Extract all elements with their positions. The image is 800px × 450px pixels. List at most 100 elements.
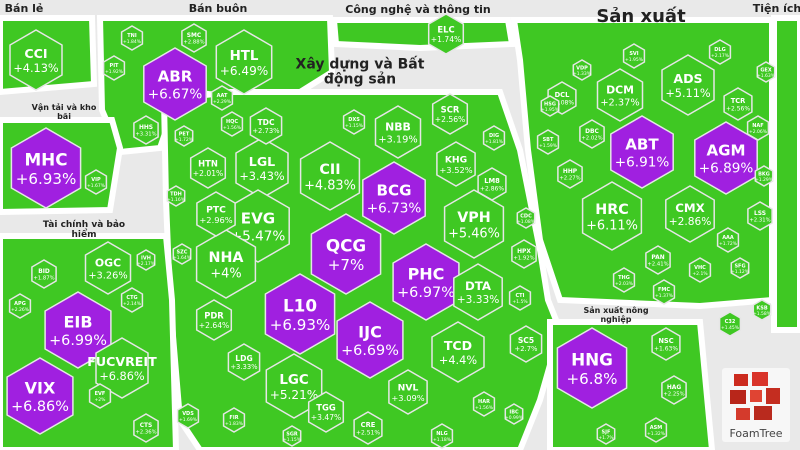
stock-cell-cts[interactable]: CTS+2.36% (133, 413, 159, 443)
stock-cell-nbb[interactable]: NBB+3.19% (374, 105, 422, 159)
stock-cell-nsc[interactable]: NSC+1.63% (651, 327, 681, 361)
stock-cell-shape[interactable] (430, 423, 454, 449)
stock-cell-tni[interactable]: TNI+1.84% (120, 25, 144, 51)
stock-cell-ibc[interactable]: IBC+0.99% (504, 403, 524, 425)
stock-cell-lm8[interactable]: LM8+2.86% (477, 167, 507, 201)
stock-cell-shape[interactable] (102, 55, 126, 81)
stock-cell-shape[interactable] (31, 259, 57, 289)
stock-cell-shape[interactable] (392, 243, 460, 321)
stock-cell-shape[interactable] (443, 189, 505, 259)
stock-cell-shape[interactable] (431, 321, 485, 383)
stock-cell-bid[interactable]: BID+1.87% (31, 259, 57, 289)
stock-cell-svi[interactable]: SVI+1.95% (622, 43, 646, 69)
stock-cell-shape[interactable] (264, 273, 336, 355)
stock-cell-shape[interactable] (133, 413, 159, 443)
stock-cell-shape[interactable] (665, 185, 715, 243)
stock-cell-bkg[interactable]: BKG+1.29% (754, 165, 774, 187)
stock-cell-shape[interactable] (747, 201, 773, 231)
stock-cell-shape[interactable] (174, 125, 194, 147)
stock-cell-bcg[interactable]: BCG+6.73% (362, 161, 426, 235)
stock-cell-pan[interactable]: PAN+2.41% (645, 245, 671, 275)
stock-cell-abt[interactable]: ABT+6.91% (610, 115, 674, 189)
stock-cell-shape[interactable] (557, 159, 583, 189)
stock-cell-shape[interactable] (166, 185, 186, 207)
stock-cell-shape[interactable] (189, 147, 227, 189)
stock-cell-shape[interactable] (427, 13, 465, 55)
stock-cell-qcg[interactable]: QCG+7% (310, 213, 382, 295)
stock-cell-shape[interactable] (504, 403, 524, 425)
stock-cell-shape[interactable] (431, 93, 469, 135)
stock-cell-ksb[interactable]: KSB+1.58% (752, 299, 772, 321)
stock-cell-dta[interactable]: DTA+3.33% (453, 263, 503, 321)
stock-cell-shape[interactable] (310, 213, 382, 295)
stock-cell-shape[interactable] (756, 61, 776, 83)
stock-cell-tgg[interactable]: TGG+3.47% (307, 391, 345, 433)
stock-cell-shape[interactable] (453, 263, 503, 321)
stock-cell-shape[interactable] (477, 167, 507, 201)
stock-cell-shape[interactable] (718, 311, 742, 337)
stock-cell-shape[interactable] (716, 227, 740, 253)
stock-cell-shape[interactable] (536, 129, 560, 155)
stock-cell-naf[interactable]: NAF+2.06% (746, 115, 770, 141)
stock-cell-shape[interactable] (10, 127, 82, 209)
stock-cell-shape[interactable] (120, 25, 144, 51)
stock-cell-shape[interactable] (222, 407, 246, 433)
stock-cell-hhs[interactable]: HHS+3.31% (133, 115, 159, 145)
stock-cell-dlg[interactable]: DLG+2.17% (708, 39, 732, 65)
stock-cell-pdr[interactable]: PDR+2.64% (195, 299, 233, 341)
stock-cell-sc5[interactable]: SC5+2.7% (509, 325, 543, 363)
stock-cell-hqc[interactable]: HQC+1.56% (220, 111, 244, 137)
stock-cell-shape[interactable] (472, 391, 496, 417)
stock-cell-shape[interactable] (44, 291, 112, 369)
stock-cell-cti[interactable]: CTI+1.5% (508, 285, 532, 311)
stock-cell-ijc[interactable]: IJC+6.69% (336, 301, 404, 379)
stock-cell-vdp[interactable]: VDP+1.33% (572, 59, 592, 81)
stock-cell-shape[interactable] (210, 85, 234, 111)
stock-cell-evf[interactable]: EVF+2% (88, 383, 112, 409)
stock-cell-shape[interactable] (95, 337, 149, 399)
stock-cell-smc[interactable]: SMC+2.88% (181, 23, 207, 53)
stock-cell-tcd[interactable]: TCD+4.4% (431, 321, 485, 383)
stock-cell-sgr[interactable]: SGR+1.15% (282, 425, 302, 447)
stock-cell-cci[interactable]: CCI+4.13% (9, 29, 63, 91)
stock-cell-cre[interactable]: CRE+2.51% (353, 411, 383, 445)
stock-cell-shape[interactable] (752, 299, 772, 321)
stock-cell-lgc[interactable]: LGC+5.21% (265, 353, 323, 419)
stock-cell-dig[interactable]: DIG+1.81% (482, 125, 506, 151)
stock-cell-nha[interactable]: NHA+4% (195, 229, 257, 299)
stock-cell-shape[interactable] (508, 285, 532, 311)
stock-cell-ldg[interactable]: LDG+3.33% (227, 343, 261, 381)
stock-cell-shape[interactable] (610, 115, 674, 189)
stock-cell-shape[interactable] (754, 165, 774, 187)
stock-cell-shape[interactable] (133, 115, 159, 145)
stock-cell-agm[interactable]: AGM+6.89% (694, 121, 758, 195)
stock-cell-shape[interactable] (227, 343, 261, 381)
stock-cell-shape[interactable] (220, 111, 244, 137)
stock-cell-ogc[interactable]: OGC+3.26% (84, 241, 132, 295)
stock-cell-shape[interactable] (8, 293, 32, 319)
stock-cell-lss[interactable]: LSS+2.31% (747, 201, 773, 231)
stock-cell-shape[interactable] (342, 109, 366, 135)
stock-cell-shape[interactable] (374, 105, 422, 159)
stock-cell-shape[interactable] (579, 119, 605, 149)
stock-cell-khg[interactable]: KHG+3.52% (436, 141, 476, 187)
stock-cell-vhc[interactable]: VHC+2.1% (688, 257, 712, 283)
stock-cell-shape[interactable] (581, 181, 643, 251)
stock-cell-szc[interactable]: SZC+1.64% (172, 243, 192, 265)
stock-cell-dxs[interactable]: DXS+1.15% (342, 109, 366, 135)
stock-cell-shape[interactable] (661, 54, 715, 116)
stock-cell-shape[interactable] (143, 47, 207, 121)
stock-cell-aat[interactable]: AAT+2.29% (210, 85, 234, 111)
stock-cell-shape[interactable] (540, 95, 560, 117)
stock-cell-shape[interactable] (511, 239, 537, 269)
stock-cell-shape[interactable] (596, 423, 616, 445)
stock-cell-shape[interactable] (282, 425, 302, 447)
stock-cell-elc[interactable]: ELC+1.74% (427, 13, 465, 55)
stock-cell-shape[interactable] (436, 141, 476, 187)
stock-cell-shape[interactable] (572, 59, 592, 81)
stock-cell-shape[interactable] (644, 417, 668, 443)
stock-cell-aaa[interactable]: AAA+1.72% (716, 227, 740, 253)
stock-cell-tdc[interactable]: TDC+2.73% (249, 107, 283, 145)
stock-cell-shape[interactable] (215, 29, 273, 95)
stock-cell-l10[interactable]: L10+6.93% (264, 273, 336, 355)
